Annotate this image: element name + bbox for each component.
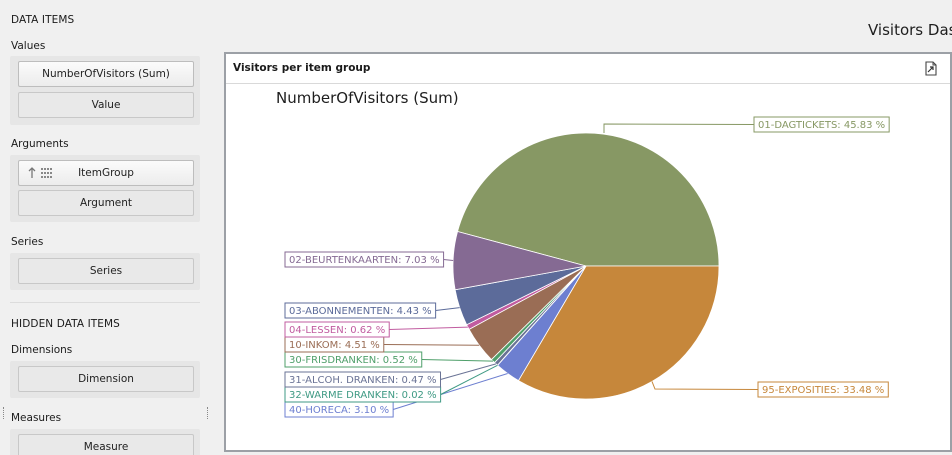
slice-label: 30-FRISDRANKEN: 0.52 % [289, 355, 418, 366]
card-header: Visitors per item group [226, 54, 950, 84]
series-label: Series [11, 236, 44, 248]
argument-item-itemgroup[interactable]: ItemGroup [18, 160, 194, 186]
slice-connector [435, 307, 460, 311]
slice-connector [603, 123, 755, 133]
argument-item-label: ItemGroup [78, 167, 134, 179]
dimensions-well: Dimension [10, 361, 200, 398]
arguments-well: ItemGroup Argument [10, 155, 200, 222]
slice-connector [651, 381, 759, 390]
measures-well: Measure [10, 429, 200, 455]
arguments-label: Arguments [11, 138, 69, 150]
slice-connector [440, 364, 498, 395]
dimensions-label: Dimensions [11, 344, 73, 356]
values-label: Values [11, 40, 46, 52]
slice-label: 95-EXPOSITIES: 33.48 % [762, 385, 884, 396]
data-items-panel: DATA ITEMS Values NumberOfVisitors (Sum)… [0, 0, 210, 455]
slice-label: 31-ALCOH. DRANKEN: 0.47 % [289, 375, 437, 386]
slice-connector [421, 359, 493, 362]
slice-label: 10-INKOM: 4.51 % [289, 340, 380, 351]
slice-label: 03-ABONNEMENTEN: 4.43 % [289, 306, 432, 317]
pie-slice[interactable] [517, 265, 720, 400]
slice-label: 01-DAGTICKETS: 45.83 % [758, 120, 885, 131]
hidden-data-items-title: HIDDEN DATA ITEMS [11, 318, 120, 330]
grid-icon[interactable] [41, 168, 53, 178]
sort-ascending-icon[interactable] [27, 167, 37, 179]
data-items-title: DATA ITEMS [11, 14, 75, 26]
values-well: NumberOfVisitors (Sum) Value [10, 56, 200, 125]
splitter-grip-left[interactable] [3, 407, 5, 419]
slice-label: 02-BEURTENKAARTEN: 7.03 % [289, 255, 440, 266]
splitter-grip-right[interactable] [207, 407, 209, 419]
measure-placeholder-slot[interactable]: Measure [18, 434, 194, 455]
series-placeholder-slot[interactable]: Series [18, 258, 194, 284]
section-divider [10, 302, 200, 303]
argument-placeholder-slot[interactable]: Argument [18, 190, 194, 216]
card-title: Visitors per item group [233, 62, 371, 74]
pie-slice[interactable] [452, 231, 587, 291]
pie-slice[interactable] [457, 132, 720, 267]
slice-label: 04-LESSEN: 0.62 % [289, 325, 385, 336]
series-well: Series [10, 253, 200, 290]
slice-label: 32-WARME DRANKEN: 0.02 % [289, 390, 437, 401]
slice-connector [440, 363, 497, 380]
slice-connector [392, 372, 508, 410]
dashboard-title: Visitors Das [868, 21, 952, 39]
value-placeholder-slot[interactable]: Value [18, 92, 194, 118]
measures-label: Measures [11, 412, 62, 424]
export-icon[interactable] [924, 61, 938, 76]
slice-connector [443, 259, 454, 261]
value-item-numberofvisitors[interactable]: NumberOfVisitors (Sum) [18, 61, 194, 87]
chart-title: NumberOfVisitors (Sum) [276, 89, 459, 107]
slice-connector [389, 326, 468, 330]
slice-label: 40-HORECA: 3.10 % [289, 405, 389, 416]
slice-connector [383, 344, 480, 346]
dimension-placeholder-slot[interactable]: Dimension [18, 366, 194, 392]
